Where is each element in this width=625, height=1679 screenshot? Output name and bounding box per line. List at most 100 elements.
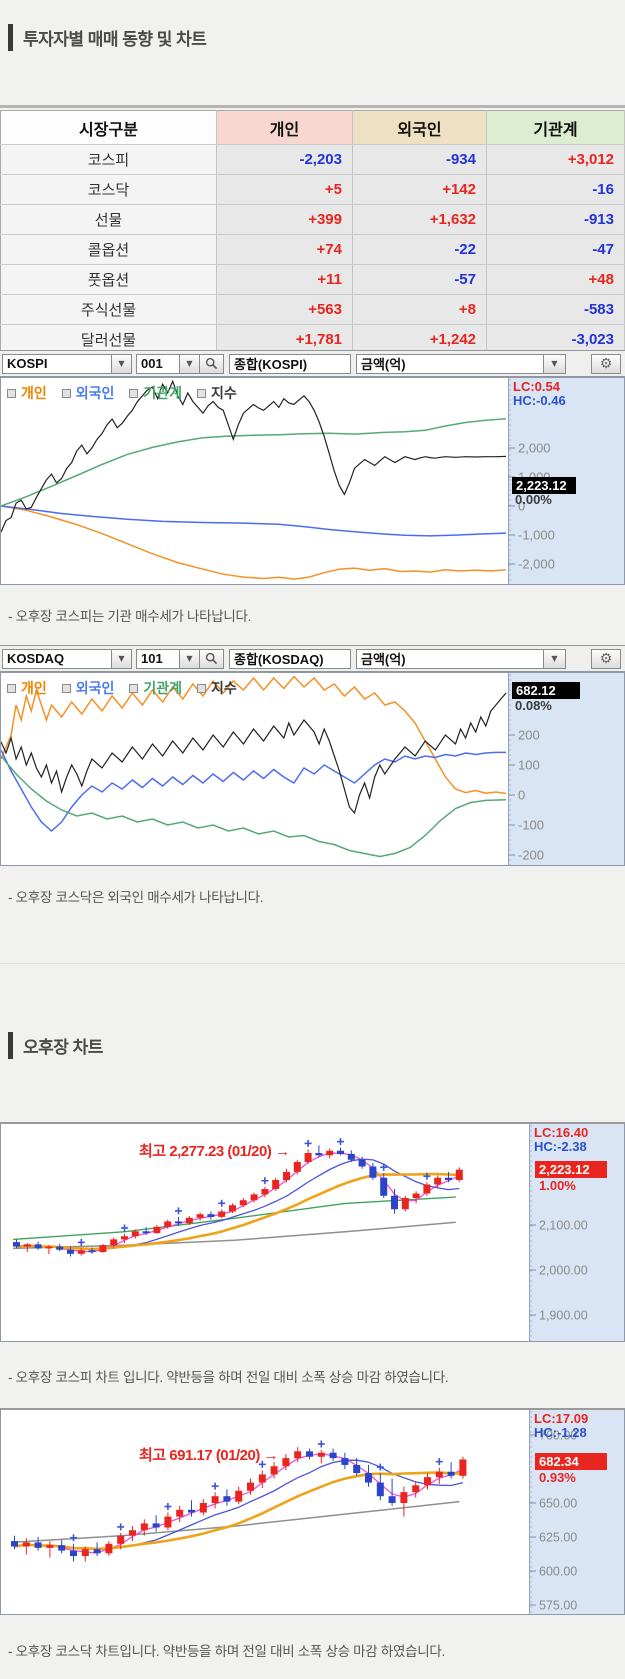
legend-label: 개인: [21, 680, 47, 696]
net-value-cell: -913: [486, 204, 625, 235]
settings-button[interactable]: ⚙: [591, 353, 621, 374]
svg-text:-200: -200: [518, 848, 544, 863]
kospi-chart-toolbar: KOSPI ▼ 001 ▼ 종합(KOSPI) 금액(억) ▼ ⚙: [0, 350, 625, 377]
col-header-individual: 개인: [216, 110, 353, 145]
search-button[interactable]: [200, 353, 224, 374]
kospi-index-price-box: 2,223.12: [512, 477, 576, 494]
kosdaq-close-price-box: 682.34: [535, 1453, 607, 1470]
net-value-cell: -16: [486, 174, 625, 205]
table-header-row: 시장구분 개인 외국인 기관계: [0, 110, 625, 145]
kosdaq-flow-chart[interactable]: 개인 외국인 기관계 지수 682.12 0.08% 200 100 0 -100 -200: [0, 672, 625, 866]
section1-title: 투자자별 매매 동향 및 차트: [23, 30, 207, 49]
svg-text:-2,000: -2,000: [518, 557, 555, 572]
legend-square-icon: [197, 683, 207, 693]
net-value-cell: -2,203: [216, 144, 353, 175]
search-button[interactable]: [200, 648, 224, 669]
legend-square-icon: [7, 388, 16, 398]
col-header-institution: 기관계: [486, 110, 625, 145]
unit-dropdown-button[interactable]: ▼: [544, 648, 566, 669]
section-accent-bar: [8, 24, 13, 51]
search-icon: [205, 652, 218, 665]
svg-text:575.00: 575.00: [539, 1599, 577, 1613]
unit-select[interactable]: 금액(억): [356, 353, 544, 374]
legend-square-icon: [61, 388, 71, 398]
table-row: 코스피 -2,203 -934 +3,012: [0, 144, 625, 175]
table-row: 코스닥 +5 +142 -16: [0, 174, 625, 205]
kosdaq-index-price-box: 682.12: [512, 682, 580, 699]
net-value-cell: +3,012: [486, 144, 625, 175]
section2-header: 오후장 차트: [8, 1032, 103, 1059]
kosdaq-index-change-pct: 0.08%: [515, 698, 552, 713]
chevron-down-icon: ▼: [551, 359, 558, 368]
investor-table: 시장구분 개인 외국인 기관계 코스피 -2,203 -934 +3,012 코스닥 +5…: [0, 110, 625, 355]
unit-dropdown-button[interactable]: ▼: [544, 353, 566, 374]
kospi-flow-lc: LC:0.54: [513, 379, 560, 394]
comment-kosdaq-flow: - 오후장 코스닥은 외국인 매수세가 나타납니다.: [8, 890, 264, 905]
kosdaq-close-change-pct: 0.93%: [539, 1470, 576, 1485]
comment-kosdaq-candle: - 오후장 코스닥 차트입니다. 약반등을 하며 전일 대비 소폭 상승 마감 …: [8, 1644, 445, 1659]
chevron-down-icon: ▼: [186, 359, 193, 368]
code-input-kospi[interactable]: 001: [136, 353, 180, 374]
legend-square-icon: [129, 388, 139, 398]
settings-button[interactable]: ⚙: [591, 648, 621, 669]
net-value-cell: +8: [352, 294, 487, 325]
legend-item: 외국인: [61, 678, 114, 698]
kospi-close-change-pct: 1.00%: [539, 1178, 576, 1193]
net-value-cell: -22: [352, 234, 487, 265]
gear-icon: ⚙: [599, 355, 613, 372]
svg-text:625.00: 625.00: [539, 1531, 577, 1545]
kospi-flow-legend: 개인 외국인 기관계 지수: [7, 383, 237, 403]
kospi-close-price-box: 2,223.12: [535, 1161, 607, 1178]
market-select-kospi[interactable]: KOSPI: [2, 353, 112, 374]
legend-item: 기관계: [129, 383, 182, 403]
net-value-cell: -57: [352, 264, 487, 295]
chart-canvas: 2,100.00 2,000.00 1,900.00: [1, 1124, 624, 1341]
kosdaq-candle-chart[interactable]: 최고 691.17 (01/20) → LC:17.09 HC:-1.28 68…: [0, 1408, 625, 1615]
svg-text:2,000.00: 2,000.00: [539, 1264, 588, 1278]
chevron-down-icon: ▼: [186, 654, 193, 663]
svg-text:600.00: 600.00: [539, 1565, 577, 1579]
net-value-cell: +11: [216, 264, 353, 295]
market-label: 선물: [0, 204, 217, 235]
legend-item: 기관계: [129, 678, 182, 698]
kosdaq-flow-legend: 개인 외국인 기관계 지수: [7, 678, 237, 698]
svg-text:-1,000: -1,000: [518, 528, 555, 543]
chevron-down-icon: ▼: [118, 654, 125, 663]
market-select-kosdaq[interactable]: KOSDAQ: [2, 648, 112, 669]
unit-select[interactable]: 금액(억): [356, 648, 544, 669]
legend-square-icon: [129, 683, 139, 693]
comment-kospi-flow: - 오후장 코스피는 기관 매수세가 나타납니다.: [8, 609, 252, 624]
chevron-down-icon: ▼: [118, 359, 125, 368]
svg-text:100: 100: [518, 758, 540, 773]
code-input-kosdaq[interactable]: 101: [136, 648, 180, 669]
market-select-dropdown-button[interactable]: ▼: [112, 648, 132, 669]
svg-text:-100: -100: [518, 818, 544, 833]
market-select-dropdown-button[interactable]: ▼: [112, 353, 132, 374]
net-value-cell: -3,023: [486, 324, 625, 355]
svg-text:2,000: 2,000: [518, 441, 551, 456]
table-row: 주식선물 +563 +8 -583: [0, 294, 625, 325]
svg-text:1,900.00: 1,900.00: [539, 1309, 588, 1323]
investor-table-wrap: 시장구분 개인 외국인 기관계 코스피 -2,203 -934 +3,012 코스닥 +5…: [0, 105, 625, 355]
code-dropdown-button[interactable]: ▼: [180, 648, 200, 669]
market-label: 코스피: [0, 144, 217, 175]
code-dropdown-button[interactable]: ▼: [180, 353, 200, 374]
kospi-flow-chart[interactable]: 개인 외국인 기관계 지수 LC:0.54 HC:-0.46 2,223.12 0.0…: [0, 377, 625, 585]
svg-text:2,100.00: 2,100.00: [539, 1219, 588, 1233]
section-accent-bar: [8, 1032, 13, 1059]
index-name-label: 종합(KOSDAQ): [229, 648, 351, 669]
section2-title: 오후장 차트: [23, 1038, 103, 1057]
gear-icon: ⚙: [599, 650, 613, 667]
col-header-foreign: 외국인: [352, 110, 487, 145]
svg-text:0: 0: [518, 788, 525, 803]
market-label: 주식선물: [0, 294, 217, 325]
kospi-index-change-pct: 0.00%: [515, 492, 552, 507]
market-label: 코스닥: [0, 174, 217, 205]
net-value-cell: +1,632: [352, 204, 487, 235]
market-label: 달러선물: [0, 324, 217, 355]
net-value-cell: +48: [486, 264, 625, 295]
kospi-candle-chart[interactable]: 최고 2,277.23 (01/20) → LC:16.40 HC:-2.38 …: [0, 1122, 625, 1342]
net-value-cell: +5: [216, 174, 353, 205]
legend-item: 개인: [7, 383, 47, 403]
net-value-cell: +74: [216, 234, 353, 265]
